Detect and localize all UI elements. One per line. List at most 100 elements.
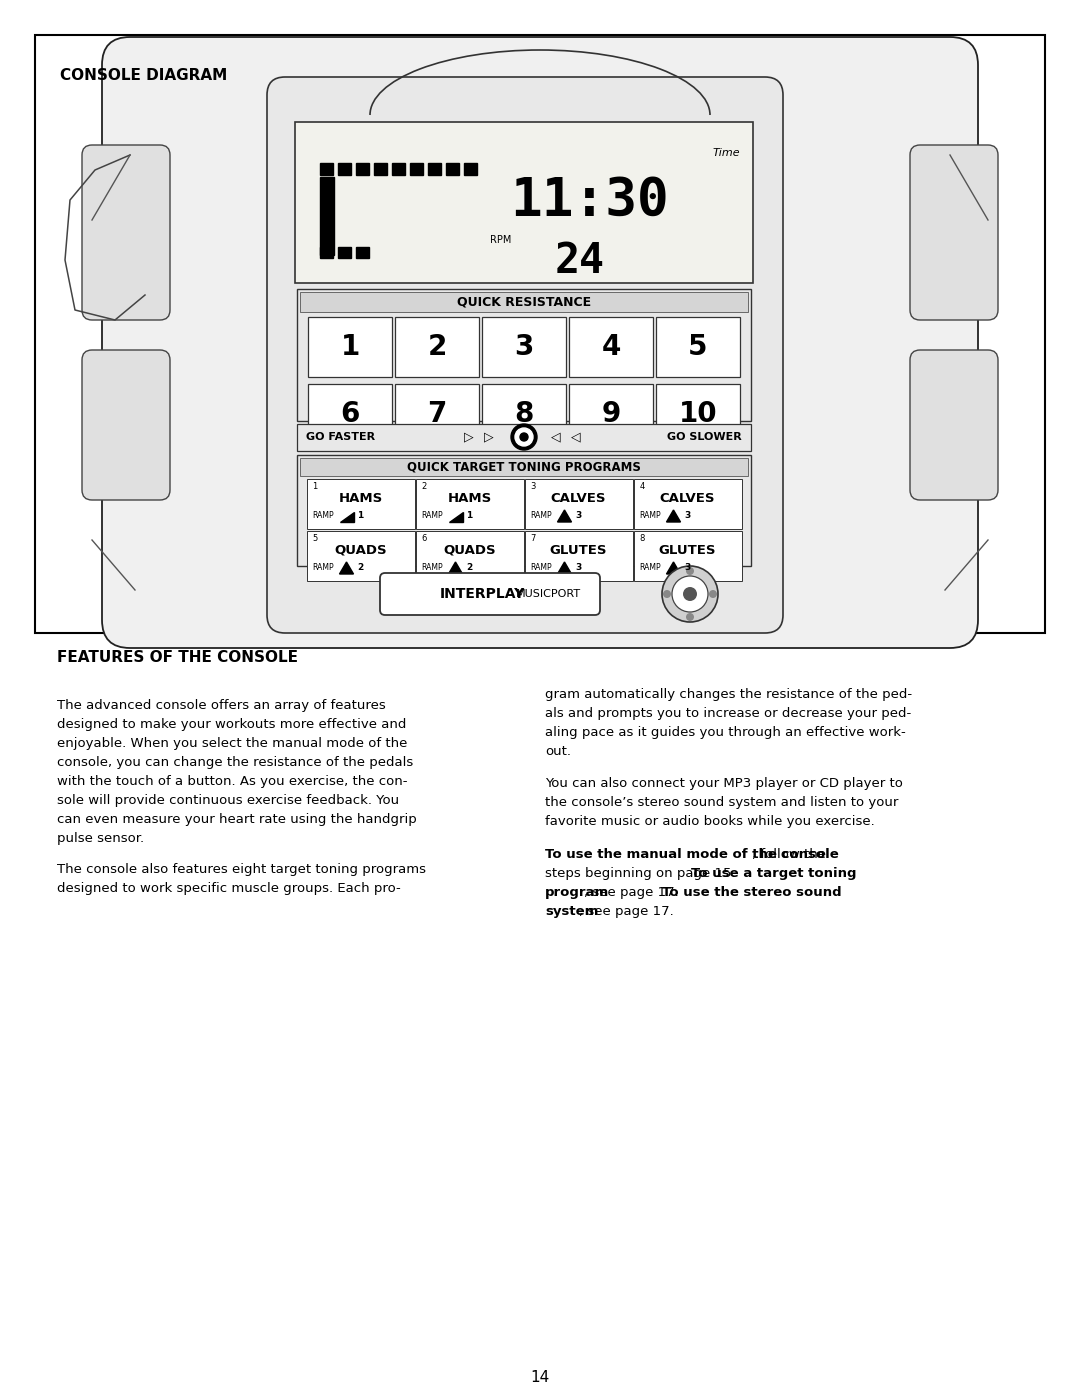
Text: system: system [545,905,598,918]
Text: 24: 24 [555,240,605,282]
FancyBboxPatch shape [656,384,740,444]
Bar [356,163,369,175]
Text: 8: 8 [514,400,534,427]
FancyBboxPatch shape [569,317,653,377]
Text: GLUTES: GLUTES [550,543,607,557]
Bar [410,163,423,175]
Text: 6: 6 [421,534,427,543]
Text: ◁: ◁ [571,430,581,443]
Text: als and prompts you to increase or decrease your ped-: als and prompts you to increase or decre… [545,707,912,719]
Text: MUSICPORT: MUSICPORT [515,590,581,599]
Text: HAMS: HAMS [338,492,382,504]
Text: 2: 2 [467,563,473,571]
Text: designed to work specific muscle groups. Each pro-: designed to work specific muscle groups.… [57,882,401,895]
Polygon shape [666,562,680,574]
FancyBboxPatch shape [395,317,480,377]
Text: ◁: ◁ [551,430,561,443]
Bar [464,163,477,175]
Polygon shape [557,562,571,574]
Text: 6: 6 [340,400,360,427]
Text: RAMP: RAMP [421,511,443,520]
Text: RAMP: RAMP [639,511,661,520]
Text: 5: 5 [312,534,318,543]
FancyBboxPatch shape [308,317,392,377]
FancyBboxPatch shape [910,351,998,500]
Bar [300,458,748,476]
Circle shape [663,590,671,598]
Text: 11:30: 11:30 [510,175,669,226]
Text: 1: 1 [340,332,360,360]
Polygon shape [339,562,353,574]
Text: steps beginning on page 15.: steps beginning on page 15. [545,866,740,880]
Text: QUICK RESISTANCE: QUICK RESISTANCE [457,296,591,309]
Text: You can also connect your MP3 player or CD player to: You can also connect your MP3 player or … [545,777,903,791]
Text: the console’s stereo sound system and listen to your: the console’s stereo sound system and li… [545,796,899,809]
Text: , follow the: , follow the [752,848,826,861]
Text: 1: 1 [312,482,318,490]
Text: To use a target toning: To use a target toning [690,866,856,880]
Text: favorite music or audio books while you exercise.: favorite music or audio books while you … [545,816,875,828]
Text: 5: 5 [688,332,707,360]
Circle shape [515,427,534,446]
Text: aling pace as it guides you through an effective work-: aling pace as it guides you through an e… [545,726,906,739]
Bar [356,247,369,258]
Text: enjoyable. When you select the manual mode of the: enjoyable. When you select the manual mo… [57,738,407,750]
FancyBboxPatch shape [82,351,170,500]
Text: 4: 4 [602,332,621,360]
Bar [338,247,351,258]
Text: 1: 1 [467,511,473,520]
Text: , see page 17.: , see page 17. [584,886,684,898]
Text: The advanced console offers an array of features: The advanced console offers an array of … [57,700,386,712]
Text: 2: 2 [428,332,447,360]
Bar [428,163,441,175]
Text: gram automatically changes the resistance of the ped-: gram automatically changes the resistanc… [545,687,913,701]
Text: RAMP: RAMP [530,563,552,571]
Circle shape [672,576,708,612]
Text: RAMP: RAMP [639,563,661,571]
FancyBboxPatch shape [380,573,600,615]
FancyBboxPatch shape [308,384,392,444]
Text: 3: 3 [514,332,534,360]
FancyBboxPatch shape [297,425,751,451]
Text: QUADS: QUADS [334,543,387,557]
FancyBboxPatch shape [307,531,415,581]
Text: 7: 7 [530,534,536,543]
FancyBboxPatch shape [910,145,998,320]
Polygon shape [448,511,462,522]
Bar [374,163,387,175]
FancyBboxPatch shape [307,479,415,529]
Circle shape [683,587,697,601]
Circle shape [511,425,537,450]
Text: 2: 2 [357,563,364,571]
FancyBboxPatch shape [525,531,633,581]
Bar [446,163,459,175]
Text: 8: 8 [639,534,645,543]
FancyBboxPatch shape [416,479,524,529]
Text: 14: 14 [530,1370,550,1384]
Text: can even measure your heart rate using the handgrip: can even measure your heart rate using t… [57,813,417,827]
FancyBboxPatch shape [102,36,978,648]
Text: with the touch of a button. As you exercise, the con-: with the touch of a button. As you exerc… [57,775,407,788]
Bar [320,247,333,258]
Text: ▷: ▷ [484,430,494,443]
Text: To use the stereo sound: To use the stereo sound [662,886,841,898]
Text: 3: 3 [576,511,582,520]
Text: sole will provide continuous exercise feedback. You: sole will provide continuous exercise fe… [57,795,400,807]
Text: ▷: ▷ [464,430,474,443]
Text: GO SLOWER: GO SLOWER [667,432,742,441]
Text: CONSOLE DIAGRAM: CONSOLE DIAGRAM [60,68,227,82]
Circle shape [686,613,694,622]
Circle shape [708,590,717,598]
Text: 3: 3 [685,511,691,520]
FancyBboxPatch shape [569,384,653,444]
Text: INTERPLAY: INTERPLAY [440,587,525,601]
FancyBboxPatch shape [297,289,751,420]
FancyBboxPatch shape [82,145,170,320]
FancyBboxPatch shape [656,317,740,377]
Polygon shape [666,510,680,522]
Circle shape [662,566,718,622]
Text: 2: 2 [421,482,427,490]
Text: QUICK TARGET TONING PROGRAMS: QUICK TARGET TONING PROGRAMS [407,461,640,474]
Polygon shape [448,562,462,574]
Text: designed to make your workouts more effective and: designed to make your workouts more effe… [57,718,406,732]
